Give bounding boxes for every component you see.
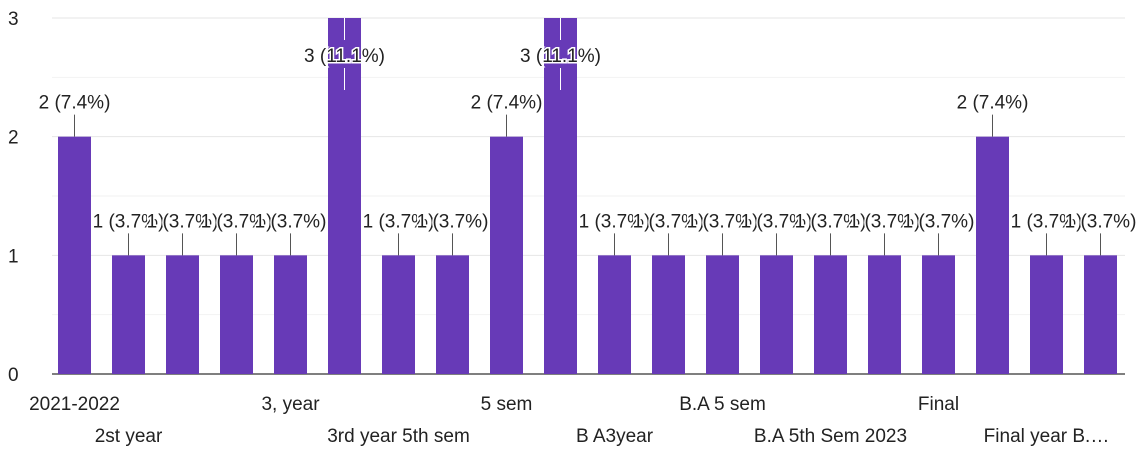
bar[interactable] xyxy=(58,136,91,374)
data-label: 1 (3.7%) xyxy=(579,211,651,232)
x-tick-label: Final year B.… xyxy=(984,426,1110,447)
x-tick-label: B.A 5th Sem 2023 xyxy=(754,426,907,447)
x-tick-label: B A3year xyxy=(576,426,654,447)
data-label: 1 (3.7%) xyxy=(795,211,867,232)
y-tick-label: 1 xyxy=(8,246,19,267)
bar[interactable] xyxy=(274,255,307,374)
bar[interactable] xyxy=(490,136,523,374)
data-label: 3 (11.1%) xyxy=(520,46,601,67)
data-label: 1 (3.7%) xyxy=(687,211,759,232)
x-tick-label: 5 sem xyxy=(481,394,533,415)
data-label: 1 (3.7%) xyxy=(201,211,273,232)
bar[interactable] xyxy=(652,255,685,374)
x-tick-label: 3, year xyxy=(261,394,320,415)
y-tick-label: 0 xyxy=(8,365,19,386)
data-label: 1 (3.7%) xyxy=(903,211,975,232)
data-label: 1 (3.7%) xyxy=(849,211,921,232)
x-tick-label: Final xyxy=(918,394,959,415)
bar[interactable] xyxy=(112,255,145,374)
bar[interactable] xyxy=(976,136,1009,374)
label-leader-lines xyxy=(74,18,1101,256)
data-label: 2 (7.4%) xyxy=(39,93,111,114)
data-labels: 2 (7.4%)1 (3.7%)1 (3.7%)1 (3.7%)1 (3.7%)… xyxy=(37,45,1138,234)
data-label: 2 (7.4%) xyxy=(471,93,543,114)
x-tick-label: B.A 5 sem xyxy=(679,394,766,415)
y-axis-ticks: 0 1 2 3 xyxy=(8,9,19,386)
x-tick-label: 3rd year 5th sem xyxy=(327,426,470,447)
data-label: 1 (3.7%) xyxy=(363,211,435,232)
y-tick-label: 2 xyxy=(8,128,19,149)
data-label: 1 (3.7%) xyxy=(633,211,705,232)
x-tick-label: 2st year xyxy=(95,426,163,447)
data-label: 1 (3.7%) xyxy=(417,211,489,232)
bar[interactable] xyxy=(814,255,847,374)
data-label: 1 (3.7%) xyxy=(741,211,813,232)
bar[interactable] xyxy=(922,255,955,374)
bar[interactable] xyxy=(166,255,199,374)
x-axis-labels: 2021-2022 2st year 3, year 3rd year 5th sem… xyxy=(29,394,1109,447)
bar[interactable] xyxy=(706,255,739,374)
bars xyxy=(58,18,1117,374)
bar[interactable] xyxy=(1084,255,1117,374)
bar[interactable] xyxy=(1030,255,1063,374)
x-tick-label: 2021-2022 xyxy=(29,394,120,415)
data-label: 1 (3.7%) xyxy=(255,211,327,232)
bar[interactable] xyxy=(436,255,469,374)
bar[interactable] xyxy=(382,255,415,374)
data-label: 1 (3.7%) xyxy=(93,211,165,232)
data-label: 1 (3.7%) xyxy=(1065,211,1137,232)
bar[interactable] xyxy=(868,255,901,374)
data-label: 1 (3.7%) xyxy=(147,211,219,232)
data-label: 2 (7.4%) xyxy=(957,93,1029,114)
gridlines xyxy=(52,17,1125,375)
bar[interactable] xyxy=(598,255,631,374)
bar[interactable] xyxy=(220,255,253,374)
bar[interactable] xyxy=(760,255,793,374)
data-label: 1 (3.7%) xyxy=(1011,211,1083,232)
y-tick-label: 3 xyxy=(8,9,19,30)
data-label: 3 (11.1%) xyxy=(304,46,385,67)
